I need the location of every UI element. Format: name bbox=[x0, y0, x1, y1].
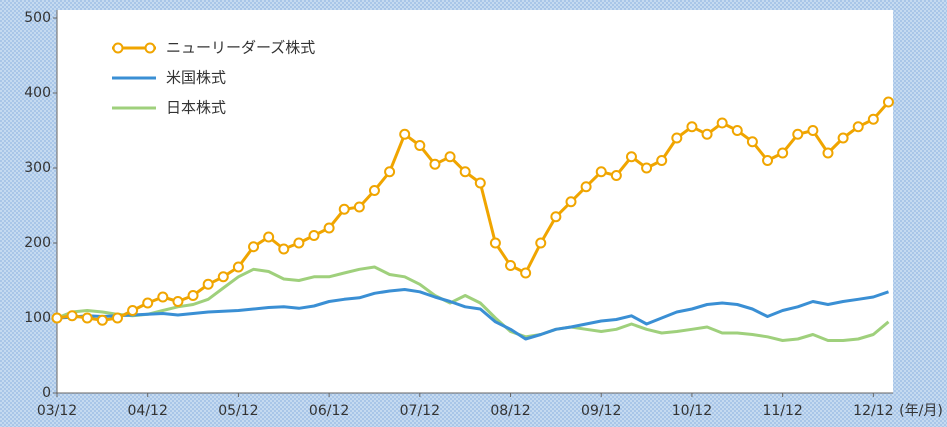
x-tick-label: 09/12 bbox=[581, 403, 621, 419]
y-tick-label: 200 bbox=[24, 235, 51, 251]
point bbox=[263, 231, 275, 243]
point bbox=[852, 121, 864, 133]
y-tick-label: 300 bbox=[24, 160, 51, 176]
point bbox=[248, 241, 260, 253]
point bbox=[777, 147, 789, 159]
point bbox=[746, 136, 758, 148]
point bbox=[459, 166, 471, 178]
x-unit: (年/月) bbox=[899, 403, 943, 419]
point bbox=[565, 196, 577, 208]
x-tick-label: 11/12 bbox=[762, 403, 802, 419]
x-tick-label: 07/12 bbox=[400, 403, 440, 419]
point bbox=[535, 237, 547, 249]
plot-area bbox=[57, 10, 893, 393]
point bbox=[807, 125, 819, 136]
point bbox=[837, 132, 849, 144]
point bbox=[353, 201, 365, 213]
series-line bbox=[56, 288, 889, 341]
point bbox=[792, 128, 804, 140]
x-tick-label: 03/12 bbox=[37, 403, 77, 419]
point bbox=[111, 312, 123, 324]
point bbox=[51, 312, 63, 324]
point bbox=[187, 290, 199, 301]
point bbox=[580, 181, 592, 193]
point bbox=[610, 170, 622, 181]
point bbox=[701, 128, 713, 140]
y-tick-label: 100 bbox=[24, 310, 51, 326]
point bbox=[414, 140, 426, 151]
point bbox=[368, 185, 380, 196]
x-tick-label: 12/12 bbox=[853, 403, 893, 419]
point bbox=[686, 121, 698, 133]
point bbox=[641, 162, 653, 174]
y-tick-label: 0 bbox=[42, 385, 51, 401]
x-tick-label: 08/12 bbox=[490, 403, 530, 419]
point bbox=[384, 166, 396, 178]
point bbox=[656, 155, 668, 166]
legend-label: 米国株式 bbox=[166, 69, 226, 87]
x-tick-label: 06/12 bbox=[309, 403, 349, 419]
legend-marker bbox=[144, 42, 156, 54]
point bbox=[338, 203, 350, 215]
x-tick-label: 04/12 bbox=[128, 403, 168, 419]
point bbox=[293, 237, 305, 249]
point bbox=[429, 158, 441, 170]
point bbox=[142, 297, 154, 309]
point bbox=[81, 312, 93, 324]
point bbox=[217, 271, 229, 283]
point bbox=[882, 96, 894, 108]
x-tick-label: 05/12 bbox=[218, 403, 258, 419]
point bbox=[595, 166, 607, 178]
point bbox=[716, 117, 728, 129]
legend-label: ニューリーダーズ株式 bbox=[166, 39, 315, 57]
point bbox=[625, 151, 637, 163]
point bbox=[96, 314, 108, 326]
point bbox=[867, 113, 879, 125]
point bbox=[399, 128, 411, 140]
point bbox=[731, 125, 743, 136]
point bbox=[127, 305, 139, 316]
point bbox=[172, 296, 184, 307]
point bbox=[157, 291, 169, 303]
point bbox=[505, 260, 517, 271]
point bbox=[822, 147, 834, 159]
legend-marker bbox=[112, 42, 124, 54]
point bbox=[202, 278, 214, 290]
point bbox=[444, 151, 456, 163]
point bbox=[323, 222, 335, 234]
point bbox=[278, 243, 290, 255]
point bbox=[308, 230, 320, 241]
point bbox=[232, 261, 244, 273]
point bbox=[474, 177, 486, 189]
point bbox=[66, 310, 78, 322]
point bbox=[671, 132, 683, 144]
series-line bbox=[56, 265, 890, 342]
point bbox=[762, 155, 774, 166]
x-tick-label: 10/12 bbox=[672, 403, 712, 419]
point bbox=[489, 237, 501, 249]
y-tick-label: 400 bbox=[24, 85, 51, 101]
legend-label: 日本株式 bbox=[166, 99, 226, 117]
y-tick-label: 500 bbox=[24, 10, 51, 26]
point bbox=[550, 211, 562, 223]
point bbox=[520, 267, 532, 279]
